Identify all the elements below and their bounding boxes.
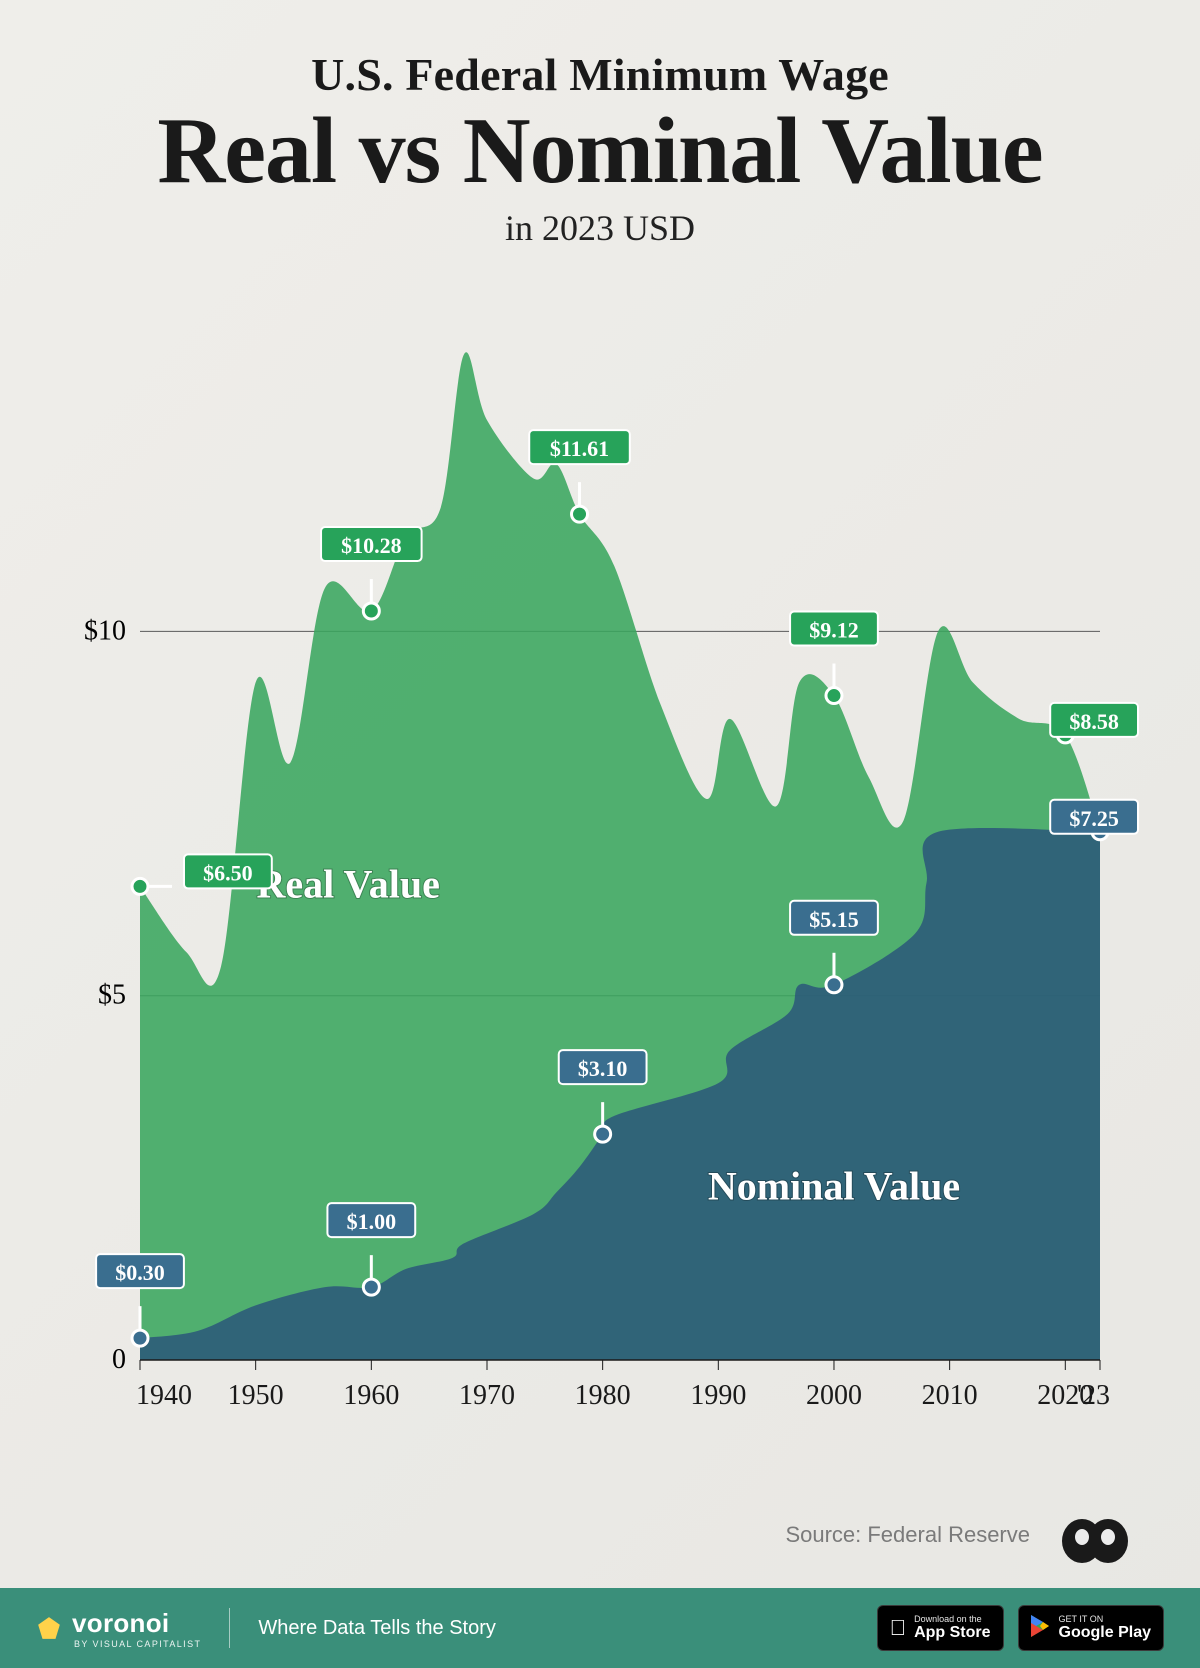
series-label-real: Real Value — [257, 861, 440, 906]
appstore-small: Download on the — [914, 1615, 990, 1624]
svg-text:$10: $10 — [84, 615, 126, 646]
svg-text:$5.15: $5.15 — [809, 907, 859, 932]
play-small: GET IT ON — [1059, 1615, 1151, 1624]
play-big: Google Play — [1059, 1624, 1151, 1642]
brand-byline: BY VISUAL CAPITALIST — [74, 1639, 201, 1649]
subtitle: in 2023 USD — [0, 207, 1200, 249]
svg-text:$10.28: $10.28 — [341, 533, 402, 558]
main-title: Real vs Nominal Value — [0, 97, 1200, 205]
svg-text:1950: 1950 — [228, 1380, 284, 1411]
svg-text:$11.61: $11.61 — [550, 436, 609, 461]
svg-text:1980: 1980 — [575, 1380, 631, 1411]
callout-real-4: $8.58 — [1050, 703, 1138, 743]
apple-icon:  — [890, 1617, 907, 1639]
series-label-nominal: Nominal Value — [708, 1164, 960, 1209]
svg-text:$0.30: $0.30 — [115, 1260, 165, 1285]
svg-text:$6.50: $6.50 — [203, 860, 253, 885]
svg-text:$8.58: $8.58 — [1069, 709, 1119, 734]
footer: voronoi BY VISUAL CAPITALIST Where Data … — [0, 1588, 1200, 1668]
tagline: Where Data Tells the Story — [258, 1617, 496, 1640]
svg-text:$3.10: $3.10 — [578, 1056, 628, 1081]
svg-text:$1.00: $1.00 — [347, 1209, 397, 1234]
header: U.S. Federal Minimum Wage Real vs Nomina… — [0, 0, 1200, 249]
svg-text:1990: 1990 — [690, 1380, 746, 1411]
footer-divider — [229, 1608, 230, 1648]
voronoi-logo-icon — [36, 1615, 62, 1641]
svg-text:'23: '23 — [1077, 1380, 1110, 1411]
svg-text:$5: $5 — [98, 980, 126, 1011]
svg-text:1960: 1960 — [343, 1380, 399, 1411]
chart: 0$5$101940195019601970198019902000201020… — [60, 320, 1140, 1440]
pretitle: U.S. Federal Minimum Wage — [0, 48, 1200, 101]
brand: voronoi BY VISUAL CAPITALIST — [36, 1608, 201, 1649]
callout-real-0: $6.50 — [132, 854, 272, 894]
appstore-big: App Store — [914, 1624, 990, 1642]
source-citation: Source: Federal Reserve — [785, 1522, 1030, 1548]
svg-text:1970: 1970 — [459, 1380, 515, 1411]
svg-text:$7.25: $7.25 — [1069, 806, 1119, 831]
app-store-badge[interactable]:  Download on the App Store — [877, 1605, 1004, 1651]
svg-text:2000: 2000 — [806, 1380, 862, 1411]
svg-text:2010: 2010 — [922, 1380, 978, 1411]
google-play-badge[interactable]: GET IT ON Google Play — [1018, 1605, 1164, 1651]
svg-text:0: 0 — [112, 1344, 126, 1375]
google-play-icon — [1031, 1615, 1051, 1641]
callout-nominal-4: $7.25 — [1050, 800, 1138, 840]
svg-text:1940: 1940 — [136, 1380, 192, 1411]
publisher-logo-icon — [1060, 1517, 1130, 1570]
svg-text:$9.12: $9.12 — [809, 618, 859, 643]
brand-name: voronoi — [72, 1608, 201, 1639]
